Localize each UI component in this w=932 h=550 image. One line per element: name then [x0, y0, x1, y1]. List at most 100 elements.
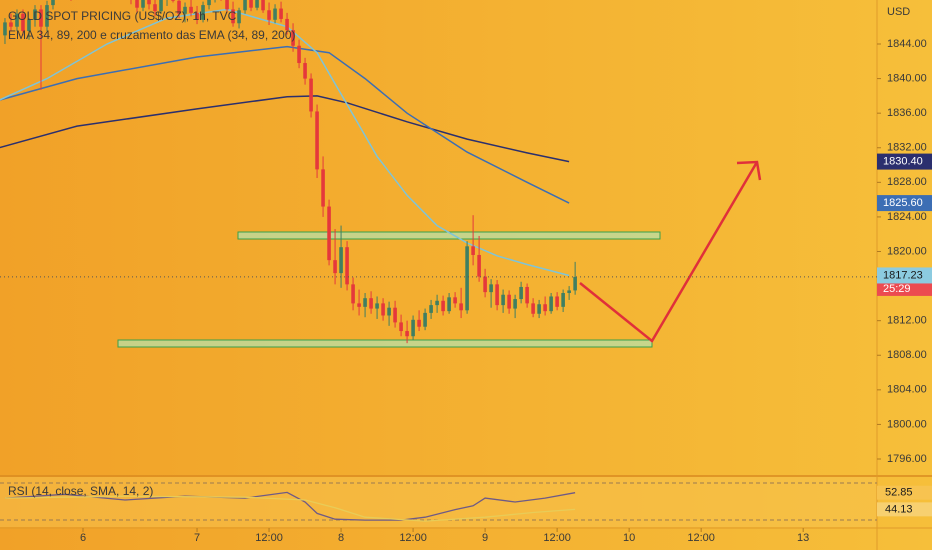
- candle-body: [399, 322, 403, 332]
- price-tag-label: 1825.60: [883, 197, 923, 209]
- currency-label: USD: [887, 6, 910, 18]
- rsi-plot: [0, 482, 877, 522]
- candle-body: [453, 297, 457, 304]
- candle-body: [531, 303, 535, 314]
- ema-line: [0, 8, 570, 277]
- y-tick-label: 1836.00: [887, 107, 927, 119]
- candle-body: [471, 246, 475, 255]
- x-tick-label: 12:00: [255, 532, 283, 544]
- candle-body: [393, 307, 397, 323]
- candle-body: [489, 284, 493, 293]
- price-tag: [877, 195, 932, 212]
- x-tick-label: 13: [797, 532, 809, 544]
- rsi-value-tag: [877, 485, 932, 500]
- candle-body: [255, 0, 259, 8]
- candle-body: [495, 284, 499, 306]
- candle-body: [3, 22, 7, 36]
- price-tag: [877, 153, 932, 170]
- candle-body: [459, 303, 463, 311]
- candle-body: [171, 0, 175, 1]
- candle-body: [33, 9, 37, 20]
- candle-body: [159, 0, 163, 12]
- candle-body: [141, 0, 145, 8]
- y-tick-label: 1804.00: [887, 384, 927, 396]
- candle-body: [387, 307, 391, 316]
- candle-body: [15, 13, 19, 27]
- candle-body: [153, 4, 157, 12]
- candle-body: [315, 111, 319, 170]
- candle-body: [417, 319, 421, 327]
- x-tick-label: 12:00: [687, 532, 715, 544]
- x-tick-label: 8: [338, 532, 344, 544]
- candle-body: [519, 286, 523, 300]
- candle-body: [483, 276, 487, 293]
- candle-body: [573, 276, 577, 291]
- candle-body: [501, 294, 505, 306]
- candle-body: [309, 78, 313, 112]
- y-tick-label: 1820.00: [887, 245, 927, 257]
- x-tick-label: 12:00: [543, 532, 571, 544]
- candle-body: [177, 0, 181, 14]
- price-tag-label: 1817.23: [883, 269, 923, 281]
- rsi-value-tag: [877, 502, 932, 517]
- candle-body: [543, 304, 547, 312]
- rsi-pane: [0, 477, 877, 527]
- candle-body: [303, 63, 307, 79]
- candle-body: [345, 247, 349, 285]
- candle-body: [405, 331, 409, 337]
- rsi-title: RSI (14, close, SMA, 14, 2): [8, 484, 153, 498]
- ema-line: [0, 45, 570, 204]
- candle-body: [237, 10, 241, 24]
- ema-line: [0, 95, 570, 163]
- candle-body: [549, 296, 553, 312]
- countdown-label: 25:29: [883, 283, 911, 295]
- candle-body: [513, 299, 517, 309]
- candle-body: [357, 303, 361, 307]
- annotations: [0, 160, 877, 343]
- y-tick-label: 1844.00: [887, 38, 927, 50]
- candle-body: [477, 254, 481, 277]
- candle-body: [183, 6, 187, 14]
- candle-body: [537, 304, 541, 314]
- candle-body: [321, 169, 325, 207]
- candle-body: [339, 247, 343, 274]
- rsi-value-label: 52.85: [885, 487, 913, 499]
- candle-body: [429, 305, 433, 313]
- candle-body: [249, 0, 253, 8]
- candle-body: [135, 0, 139, 8]
- rsi-value-label: 44.13: [885, 503, 913, 515]
- candle-body: [423, 312, 427, 327]
- candle-body: [447, 297, 451, 312]
- projection-arrowhead: [736, 160, 762, 181]
- candle-body: [201, 5, 205, 20]
- candle-body: [291, 30, 295, 46]
- x-tick-label: 10: [623, 532, 635, 544]
- projection-path: [579, 161, 759, 343]
- x-tick-label: 12:00: [399, 532, 427, 544]
- candle-body: [51, 0, 55, 6]
- y-tick-label: 1808.00: [887, 349, 927, 361]
- candle-body: [21, 13, 25, 32]
- candle-body: [231, 9, 235, 24]
- x-tick-label: 6: [80, 532, 86, 544]
- candle-body: [561, 293, 565, 307]
- chart-title: GOLD SPOT PRICING (US$/OZ), 1h, TVC: [8, 9, 237, 23]
- price-tag: [877, 267, 932, 284]
- candle-body: [369, 298, 373, 309]
- candle-body: [189, 6, 193, 13]
- candle-body: [507, 294, 511, 309]
- candle-body: [567, 290, 571, 294]
- candle-body: [45, 5, 49, 27]
- y-tick-label: 1824.00: [887, 211, 927, 223]
- candle-body: [267, 10, 271, 20]
- y-tick-label: 1812.00: [887, 315, 927, 327]
- candle-body: [207, 0, 211, 6]
- candle-body: [147, 0, 151, 5]
- y-tick-label: 1800.00: [887, 418, 927, 430]
- candle-body: [39, 9, 43, 27]
- candle-body: [9, 22, 13, 27]
- candle-body: [525, 286, 529, 304]
- candle-body: [375, 303, 379, 309]
- candle-body: [261, 0, 265, 11]
